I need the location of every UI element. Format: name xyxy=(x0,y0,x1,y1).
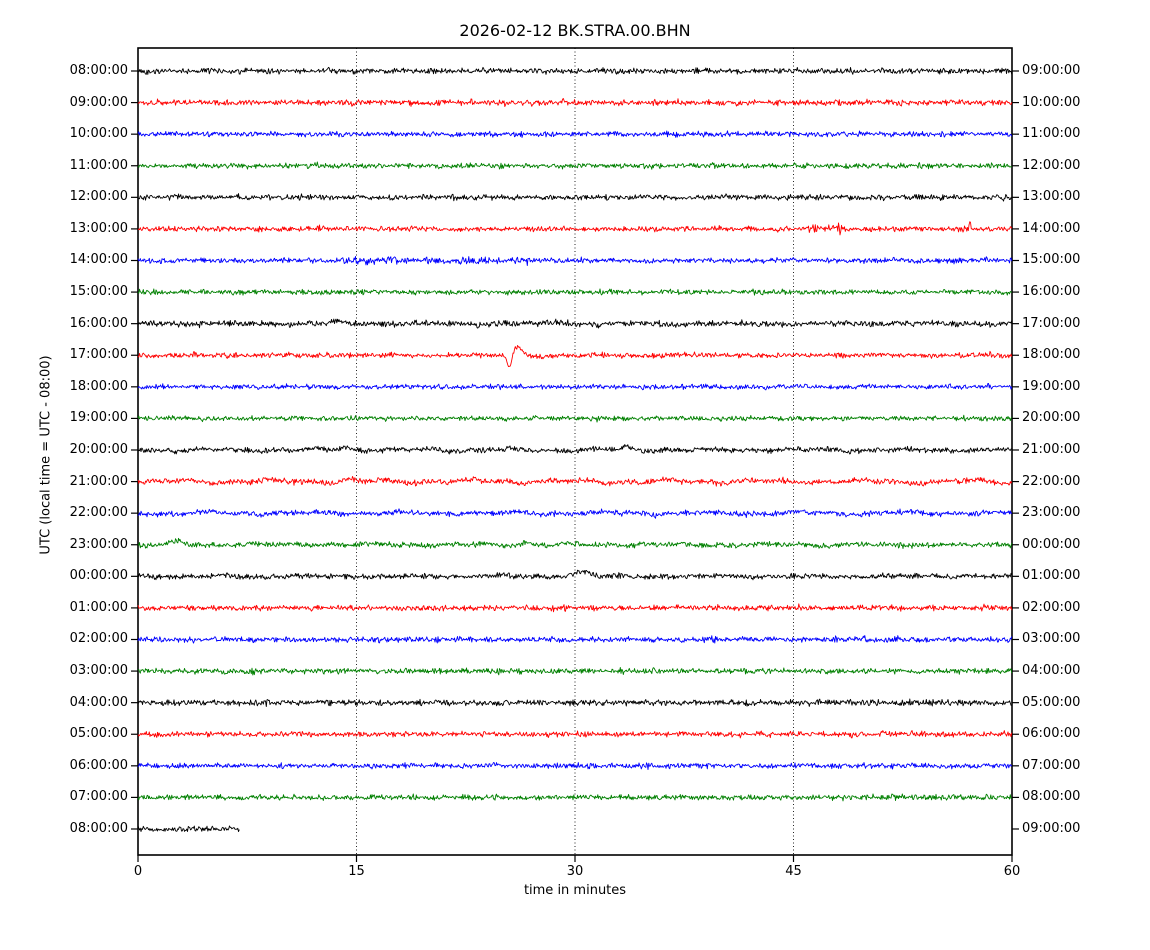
seismogram-trace-row-15 xyxy=(137,537,1013,550)
left-time-label: 02:00:00 xyxy=(69,631,128,647)
left-time-label: 08:00:00 xyxy=(69,63,128,78)
right-time-label: 17:00:00 xyxy=(1022,315,1081,331)
seismogram-trace-row-18 xyxy=(137,635,1013,644)
right-time-label: 14:00:00 xyxy=(1022,220,1081,236)
seismogram-trace-row-3 xyxy=(137,161,1013,170)
left-time-label: 11:00:00 xyxy=(69,157,128,173)
right-time-label: 09:00:00 xyxy=(1022,63,1081,78)
left-time-label: 16:00:00 xyxy=(69,315,128,331)
right-time-label: 02:00:00 xyxy=(1022,599,1081,615)
seismogram-trace-row-16 xyxy=(137,569,1013,581)
left-time-label: 07:00:00 xyxy=(69,789,128,805)
seismogram-trace-row-24 xyxy=(137,825,240,833)
right-time-label: 05:00:00 xyxy=(1022,694,1081,710)
left-time-label: 22:00:00 xyxy=(69,505,128,521)
x-tick-label: 0 xyxy=(133,864,143,879)
left-time-label: 15:00:00 xyxy=(69,284,128,300)
x-tick-label: 45 xyxy=(785,864,802,879)
right-time-label: 07:00:00 xyxy=(1022,757,1081,773)
left-time-label: 08:00:00 xyxy=(69,820,128,836)
right-time-label: 21:00:00 xyxy=(1022,441,1081,457)
seismogram-trace-row-20 xyxy=(137,698,1012,708)
x-tick-label: 30 xyxy=(566,864,584,879)
left-time-label: 05:00:00 xyxy=(69,726,128,742)
left-time-label: 09:00:00 xyxy=(69,94,128,110)
left-time-label: 01:00:00 xyxy=(69,599,128,615)
right-time-label: 03:00:00 xyxy=(1022,631,1081,647)
seismogram-trace-row-0 xyxy=(137,66,1013,75)
right-time-label: 00:00:00 xyxy=(1022,536,1081,552)
left-time-label: 17:00:00 xyxy=(69,347,128,363)
right-time-label: 18:00:00 xyxy=(1022,347,1081,363)
left-time-label: 12:00:00 xyxy=(69,189,128,205)
seismogram-trace-row-23 xyxy=(137,793,1013,802)
left-time-label: 03:00:00 xyxy=(69,663,128,679)
right-time-label: 09:00:00 xyxy=(1022,820,1081,836)
right-time-label: 06:00:00 xyxy=(1022,726,1081,742)
x-tick-label: 15 xyxy=(348,864,365,879)
x-tick-label: 60 xyxy=(1003,864,1021,879)
seismogram-trace-row-5 xyxy=(137,221,1013,236)
left-time-label: 13:00:00 xyxy=(69,220,128,236)
seismogram-trace-row-22 xyxy=(137,762,1013,771)
seismogram-trace-row-17 xyxy=(137,603,1013,613)
seismogram-trace-row-8 xyxy=(137,318,1013,329)
right-time-label: 04:00:00 xyxy=(1022,663,1081,679)
left-time-label: 04:00:00 xyxy=(69,694,128,710)
right-time-label: 20:00:00 xyxy=(1022,410,1081,426)
right-time-label: 19:00:00 xyxy=(1022,378,1081,394)
seismogram-trace-row-7 xyxy=(137,288,1012,296)
seismogram-trace-row-21 xyxy=(137,730,1013,739)
seismogram-trace-row-10 xyxy=(137,382,1013,391)
seismogram-trace-row-2 xyxy=(137,130,1013,138)
seismogram-trace-row-14 xyxy=(137,508,1013,519)
seismogram-trace-row-13 xyxy=(137,475,1013,487)
left-time-label: 20:00:00 xyxy=(69,441,128,457)
right-time-label: 01:00:00 xyxy=(1022,568,1081,584)
right-time-label: 12:00:00 xyxy=(1022,157,1081,173)
chart-title: 2026-02-12 BK.STRA.00.BHN xyxy=(459,21,691,40)
seismogram-trace-row-12 xyxy=(137,444,1012,455)
seismogram-trace-row-19 xyxy=(137,666,1013,676)
left-time-label: 14:00:00 xyxy=(69,252,128,268)
left-time-label: 10:00:00 xyxy=(69,126,128,142)
right-time-label: 15:00:00 xyxy=(1022,252,1081,268)
seismogram-trace-row-6 xyxy=(137,256,1013,267)
x-axis-label: time in minutes xyxy=(523,883,627,898)
left-time-label: 21:00:00 xyxy=(69,473,128,489)
left-time-label: 06:00:00 xyxy=(69,757,128,773)
right-time-label: 11:00:00 xyxy=(1022,126,1081,142)
right-time-label: 08:00:00 xyxy=(1022,789,1081,805)
right-time-label: 16:00:00 xyxy=(1022,284,1081,300)
seismogram-trace-row-11 xyxy=(137,414,1013,423)
left-time-label: 23:00:00 xyxy=(69,536,128,552)
seismogram-trace-row-1 xyxy=(137,98,1013,107)
right-time-label: 13:00:00 xyxy=(1022,189,1081,205)
right-time-label: 23:00:00 xyxy=(1022,505,1081,521)
right-time-label: 22:00:00 xyxy=(1022,473,1081,489)
left-time-label: 00:00:00 xyxy=(69,568,128,584)
seismogram-trace-row-9 xyxy=(137,345,1013,368)
seismogram-trace-row-4 xyxy=(137,193,1013,202)
left-time-label: 18:00:00 xyxy=(69,378,128,394)
right-time-label: 10:00:00 xyxy=(1022,94,1081,110)
left-time-label: 19:00:00 xyxy=(69,410,128,426)
